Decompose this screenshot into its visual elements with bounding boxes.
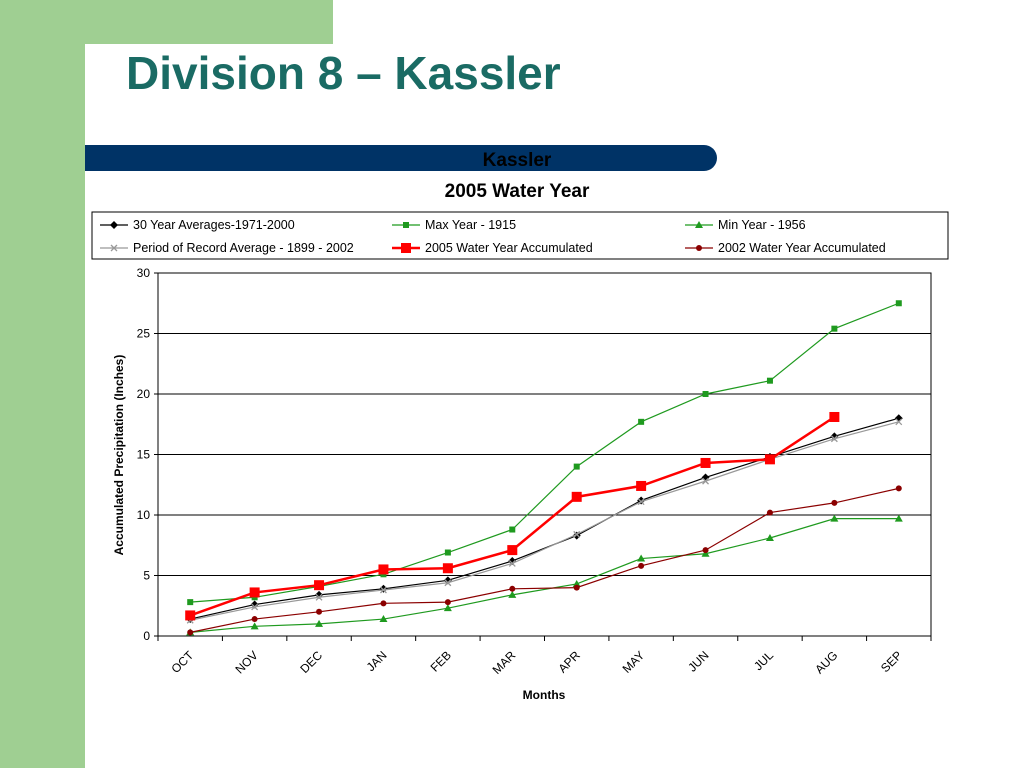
data-point [829, 411, 840, 422]
x-tick-label: AUG [812, 648, 840, 676]
data-point [251, 603, 259, 611]
legend-marker [401, 243, 411, 253]
data-point [187, 599, 194, 606]
legend-entry: Min Year - 1956 [718, 218, 806, 232]
data-point [249, 587, 260, 598]
x-tick-label: SEP [878, 648, 905, 675]
y-tick-label: 15 [137, 448, 151, 462]
data-point [637, 498, 645, 506]
y-tick-label: 30 [137, 266, 151, 280]
series-line [190, 302, 900, 603]
series-line [190, 421, 899, 621]
data-point [894, 514, 903, 522]
x-tick-label: MAY [620, 648, 648, 676]
series-line [190, 487, 899, 633]
data-point [442, 563, 453, 574]
data-point [766, 377, 773, 384]
legend [91, 211, 949, 260]
data-point [700, 457, 711, 468]
data-point [444, 599, 451, 606]
data-point [508, 590, 517, 598]
legend-marker [695, 221, 703, 228]
x-tick-label: NOV [232, 648, 260, 676]
data-point [507, 545, 518, 556]
data-point [636, 480, 647, 491]
data-point [509, 526, 516, 533]
data-point [701, 549, 710, 557]
data-point [831, 325, 838, 332]
data-point [316, 608, 323, 615]
data-point [702, 391, 709, 397]
data-point [444, 579, 452, 587]
data-point [314, 580, 325, 591]
data-point [315, 619, 324, 627]
data-point [830, 514, 839, 522]
legend-entry: 2002 Water Year Accumulated [718, 241, 886, 255]
x-tick-label: OCT [169, 648, 197, 676]
legend-entry: Max Year - 1915 [425, 218, 516, 232]
data-point [702, 477, 710, 485]
data-point [895, 300, 902, 307]
data-point [831, 499, 838, 506]
data-point [573, 530, 581, 538]
page-title: Division 8 – Kassler [126, 47, 561, 99]
data-point [637, 554, 646, 562]
data-point [830, 435, 838, 443]
data-point [572, 579, 581, 587]
y-tick-label: 10 [137, 508, 151, 522]
data-point [895, 485, 902, 492]
x-tick-label: MAR [490, 648, 519, 677]
legend-entry: Period of Record Average - 1899 - 2002 [133, 241, 354, 255]
data-point [764, 454, 775, 465]
chart-title: Kassler [483, 150, 552, 171]
data-point [509, 585, 516, 592]
data-point [702, 547, 709, 554]
legend-marker [403, 222, 409, 228]
legend-marker [110, 221, 118, 229]
x-tick-label: DEC [297, 648, 325, 676]
data-point [378, 564, 389, 575]
data-point [379, 615, 388, 623]
y-tick-label: 20 [137, 387, 151, 401]
x-tick-label: JUL [751, 648, 776, 673]
legend-entry: 30 Year Averages-1971-2000 [133, 218, 295, 232]
data-point [573, 463, 580, 470]
x-tick-label: JAN [364, 648, 390, 674]
data-point [444, 549, 451, 556]
x-tick-label: JUN [685, 648, 711, 674]
data-point [638, 418, 645, 425]
data-point [895, 418, 903, 426]
y-tick-label: 0 [143, 629, 150, 643]
y-axis-label: Accumulated Precipitation (Inches) [112, 355, 126, 556]
x-axis-label: Months [523, 688, 566, 702]
data-point [250, 622, 259, 630]
data-point [380, 600, 387, 607]
data-point [315, 593, 323, 601]
chart-subtitle: 2005 Water Year [445, 181, 590, 202]
series-line [190, 518, 899, 633]
legend-marker [696, 245, 702, 251]
data-point [573, 584, 580, 591]
header-accent [0, 0, 333, 44]
data-point [185, 610, 196, 621]
legend-entry: 2005 Water Year Accumulated [425, 241, 593, 255]
y-tick-label: 5 [143, 569, 150, 583]
legend-marker [110, 244, 118, 252]
data-point [766, 509, 773, 516]
data-point [187, 629, 194, 636]
sidebar-accent [0, 0, 85, 768]
x-tick-label: APR [555, 648, 583, 676]
x-tick-label: FEB [428, 648, 454, 674]
data-point [443, 604, 452, 612]
data-point [379, 586, 387, 594]
data-point [251, 616, 258, 623]
data-point [571, 491, 582, 502]
data-point [638, 562, 645, 569]
data-point [508, 559, 516, 567]
data-point [765, 533, 774, 541]
y-tick-label: 25 [137, 327, 151, 341]
chart-title-bar [85, 145, 717, 171]
